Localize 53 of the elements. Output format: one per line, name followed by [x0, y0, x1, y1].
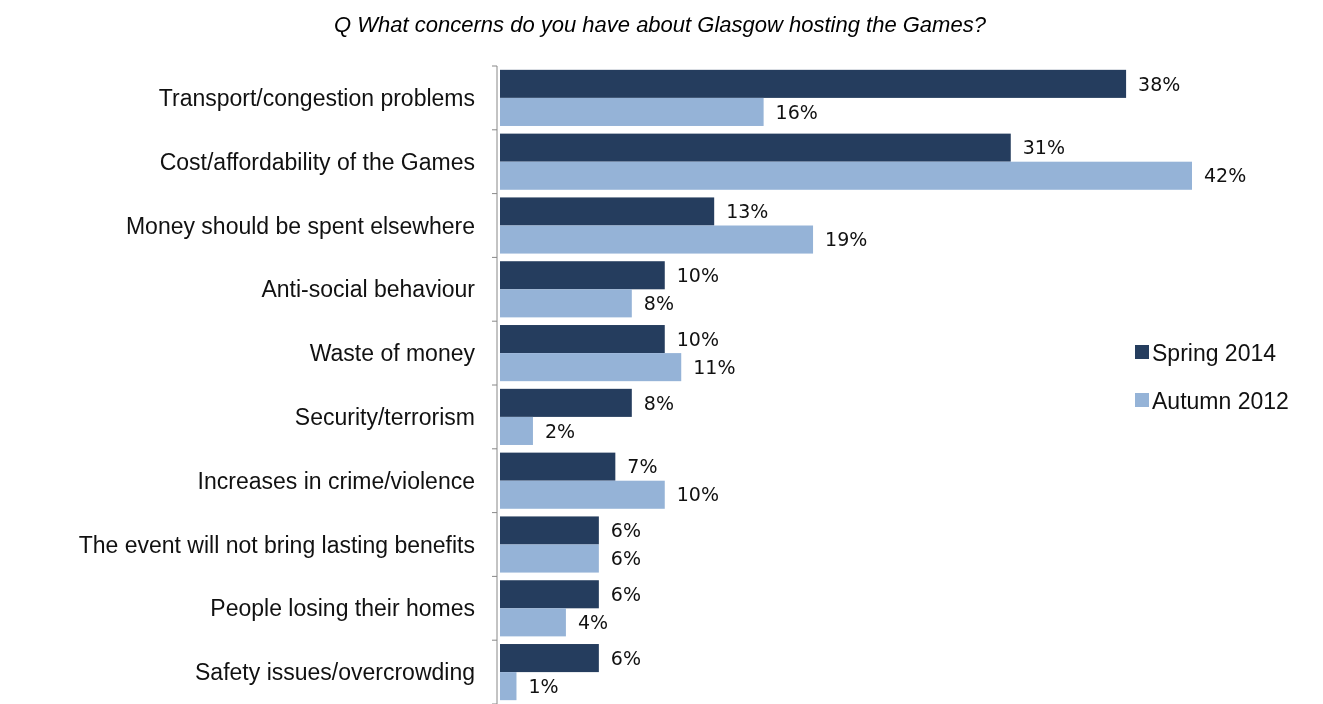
data-label: 10% [676, 263, 719, 286]
data-label: 11% [693, 355, 736, 378]
bar [500, 353, 682, 382]
bar [500, 261, 665, 290]
data-label: 8% [643, 291, 674, 314]
bar [500, 544, 599, 573]
legend-label: Autumn 2012 [1152, 388, 1289, 415]
bar [500, 580, 599, 609]
data-label: 19% [825, 228, 868, 251]
data-label: 4% [577, 610, 609, 633]
data-label: 2% [544, 419, 576, 442]
data-label: 6% [610, 582, 642, 605]
y-tick-label: The event will not bring lasting benefits [78, 531, 475, 558]
data-label: 31% [1022, 136, 1065, 159]
bar [500, 644, 599, 673]
y-tick-label: Money should be spent elsewhere [125, 212, 475, 239]
data-label: 10% [676, 483, 719, 506]
data-label: 42% [1204, 164, 1247, 187]
data-label: 6% [610, 519, 642, 542]
legend-label: Spring 2014 [1152, 340, 1277, 367]
bar [500, 197, 715, 226]
data-label: 16% [775, 100, 818, 123]
data-label: 10% [676, 327, 719, 350]
data-label: 7% [627, 455, 658, 478]
bar [500, 133, 1011, 162]
bar [500, 672, 517, 701]
data-label: 6% [610, 547, 642, 570]
bar [500, 69, 1127, 98]
bar [500, 452, 616, 481]
y-tick-label: Waste of money [309, 340, 476, 367]
y-tick-label: Safety issues/overcrowding [195, 659, 475, 686]
bar [500, 325, 665, 354]
data-label: 1% [528, 674, 559, 697]
data-label: 13% [726, 200, 769, 223]
bar [500, 289, 632, 318]
bar [500, 416, 533, 445]
bar [500, 480, 665, 509]
data-label: 6% [610, 646, 642, 669]
bar [500, 97, 764, 126]
chart-title: Q What concerns do you have about Glasgow hosting the Games? [334, 12, 987, 37]
data-label: 38% [1138, 72, 1181, 95]
y-tick-label: Transport/congestion problems [158, 84, 475, 111]
y-tick-label: Anti-social behaviour [261, 276, 476, 303]
y-tick-label: Security/terrorism [294, 403, 475, 430]
data-label: 8% [643, 391, 674, 414]
y-tick-label: Increases in crime/violence [197, 467, 475, 494]
bar [500, 225, 814, 254]
y-tick-label: Cost/affordability of the Games [159, 148, 475, 175]
bar [500, 516, 599, 545]
bar [500, 388, 632, 417]
bar [500, 161, 1192, 190]
y-tick-label: People losing their homes [210, 595, 475, 622]
bar [500, 608, 566, 637]
